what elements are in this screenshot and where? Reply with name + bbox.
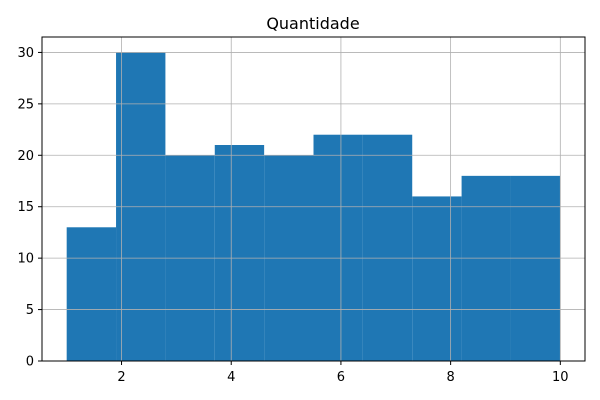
histogram-bar: [66, 227, 117, 361]
y-tick-label: 10: [17, 252, 34, 267]
y-tick-label: 5: [26, 303, 34, 318]
x-tick-label: 8: [446, 370, 454, 385]
chart-title: Quantidade: [266, 14, 359, 33]
x-tick-label: 2: [117, 370, 125, 385]
x-tick-label: 10: [552, 370, 569, 385]
histogram-bar: [362, 134, 413, 361]
histogram-bar: [214, 145, 265, 361]
y-tick-label: 15: [17, 200, 34, 215]
plot-frame: [41, 36, 586, 362]
y-tick-label: 25: [17, 97, 34, 112]
histogram-bar: [412, 196, 462, 361]
histogram-bar: [510, 175, 561, 361]
grid-lines: [42, 37, 585, 362]
x-tick-label: 4: [227, 370, 235, 385]
histogram-bar: [461, 175, 511, 361]
histogram-bar: [313, 134, 363, 361]
y-tick-label: 30: [17, 46, 34, 61]
x-tick-label: 6: [337, 370, 345, 385]
y-tick-label: 20: [17, 149, 34, 164]
axes: 2 4 6 8 10 0 5 10 15 20 25 30: [17, 36, 586, 385]
y-tick-label: 0: [26, 355, 34, 370]
